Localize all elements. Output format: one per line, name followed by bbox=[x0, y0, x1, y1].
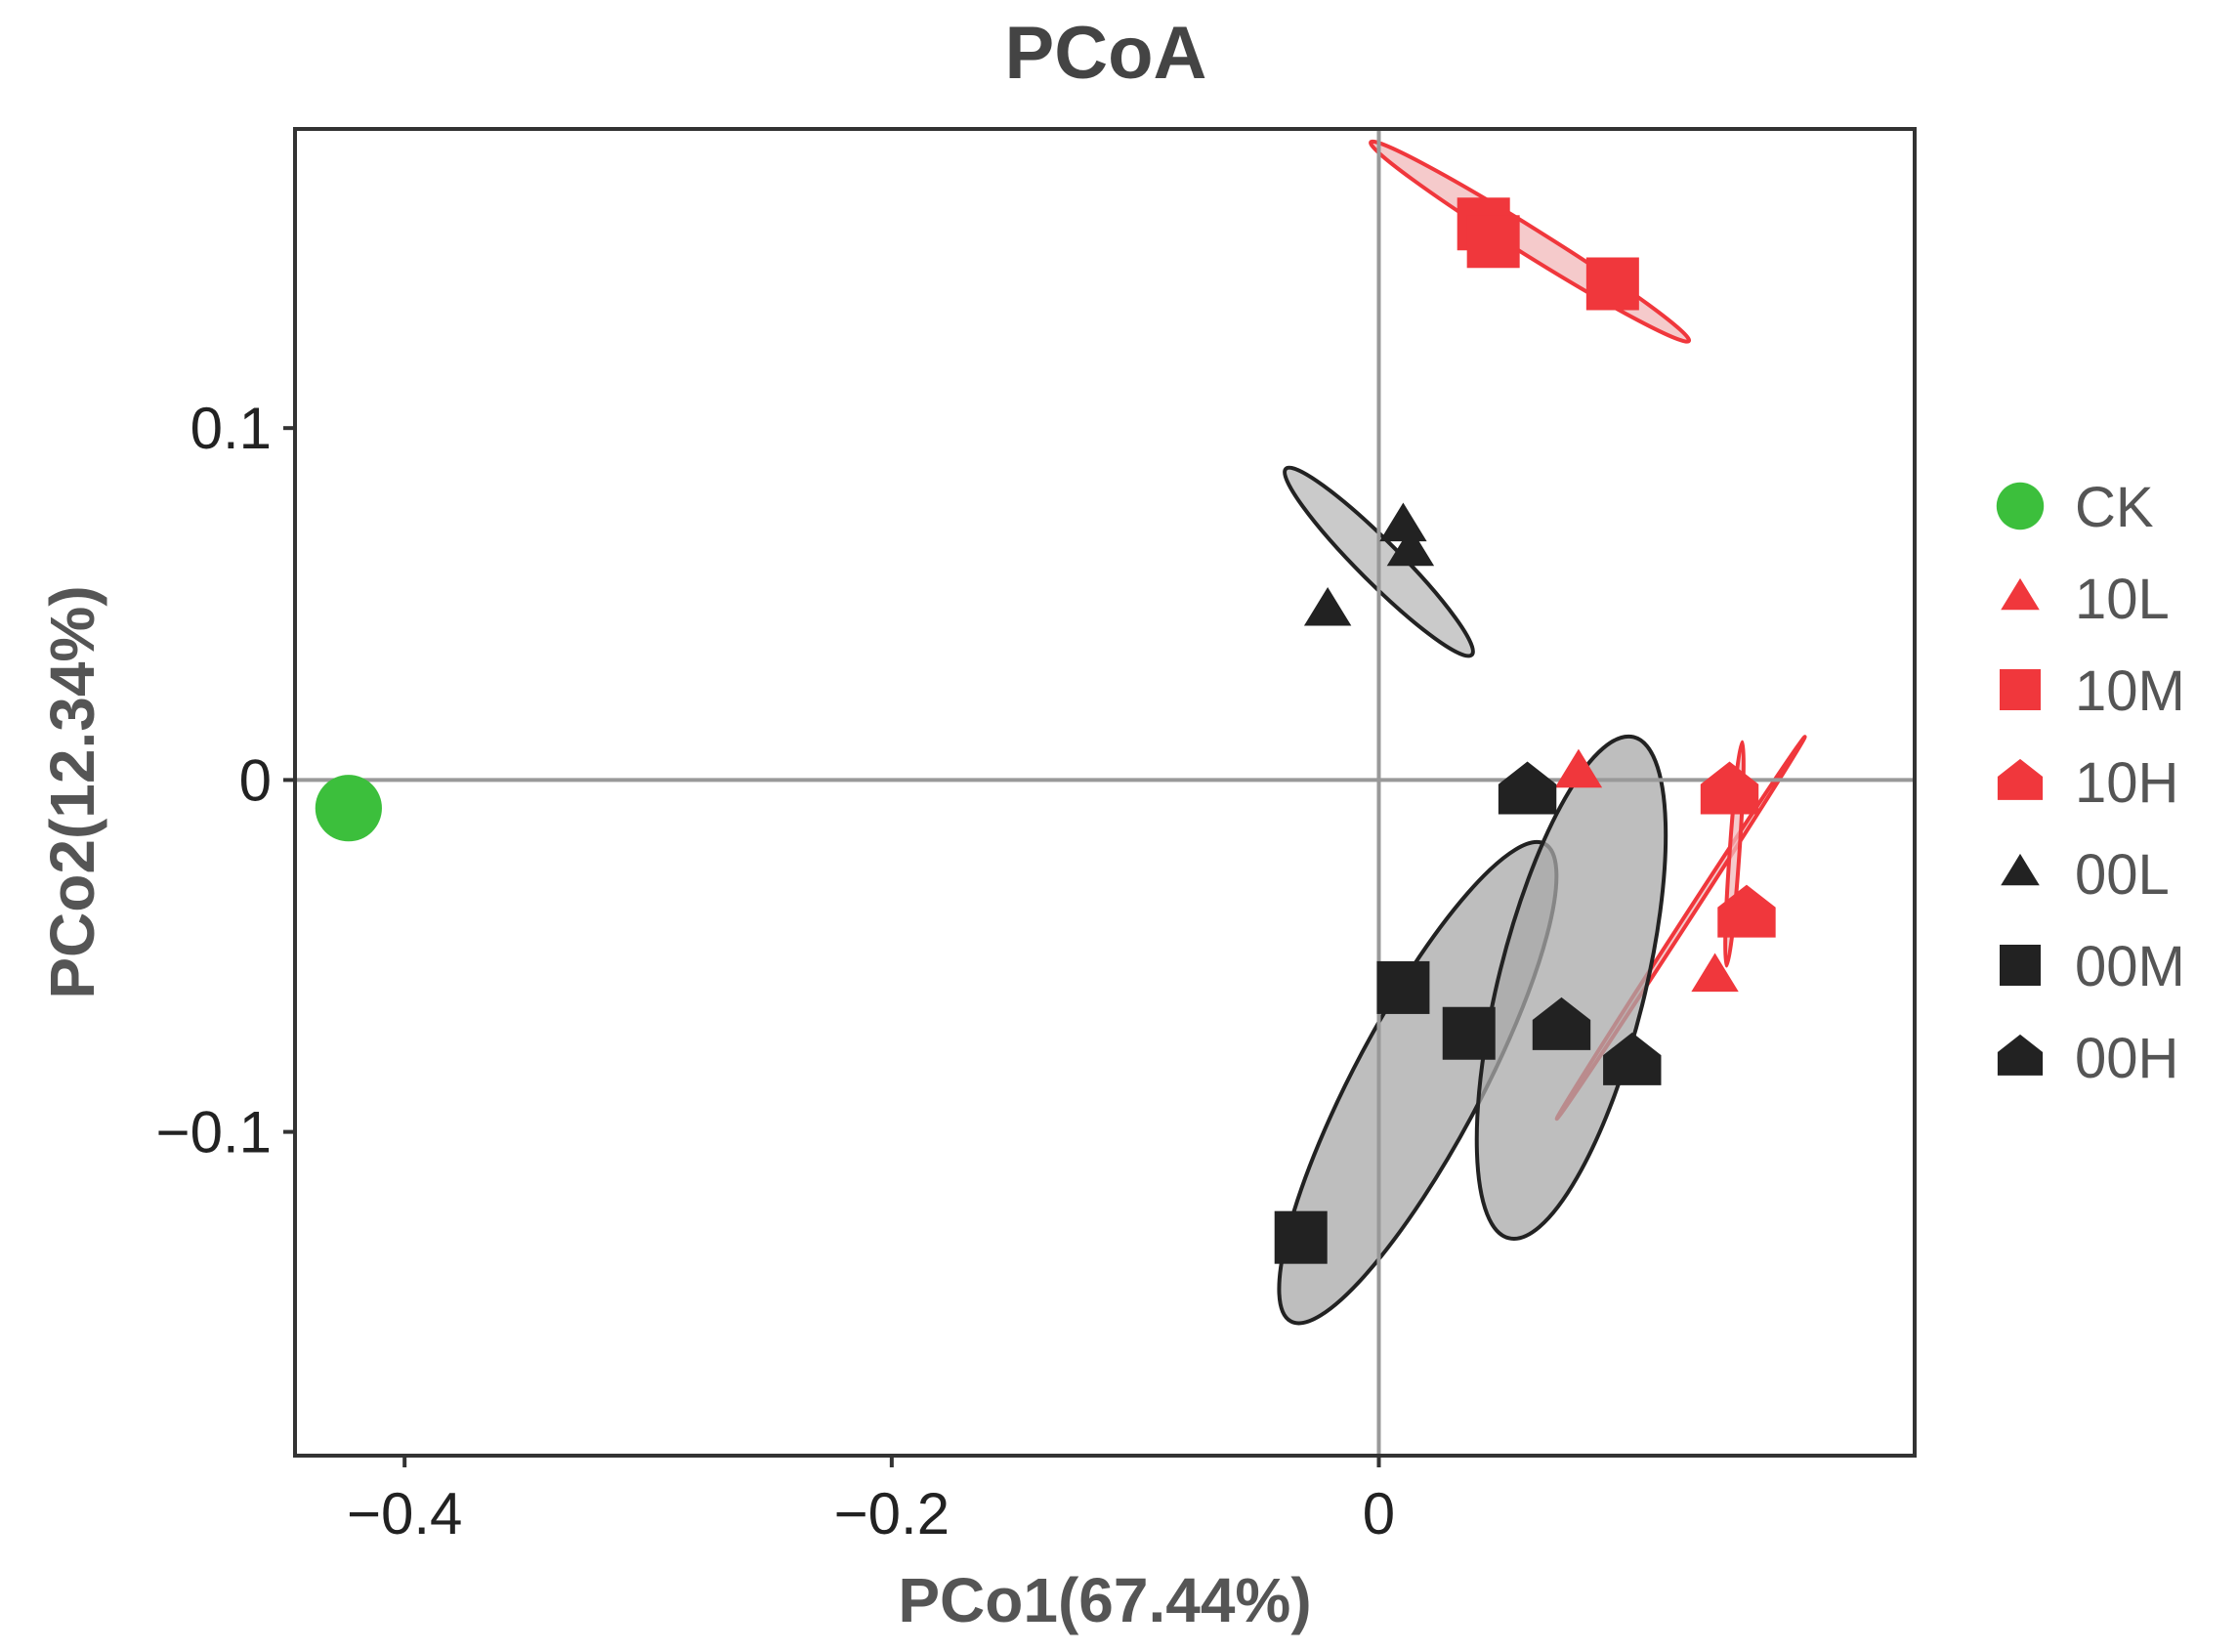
legend-item-10m: 10M bbox=[2000, 659, 2185, 723]
legend-label: 10H bbox=[2075, 751, 2178, 815]
legend-marker-ck bbox=[1996, 482, 2045, 530]
chart-title: PCoA bbox=[1005, 12, 1207, 95]
x-axis-ticks: −0.4 −0.2 0 bbox=[347, 1456, 1395, 1546]
point-00h bbox=[1498, 761, 1557, 815]
point-00m bbox=[1274, 1210, 1328, 1264]
x-tick-label: −0.4 bbox=[347, 1481, 462, 1546]
legend-label: 10L bbox=[2075, 568, 2170, 631]
point-10h bbox=[1700, 761, 1759, 815]
x-tick-label: 0 bbox=[1363, 1481, 1395, 1546]
y-tick-label: 0 bbox=[239, 747, 272, 813]
legend: CK 10L 10M 10H 00L 00M 00H bbox=[1996, 476, 2185, 1090]
point-00l bbox=[1303, 586, 1352, 626]
ellipse-00h bbox=[1474, 734, 1668, 1241]
legend-item-00l: 00L bbox=[2001, 843, 2170, 907]
point-10l bbox=[1691, 953, 1739, 993]
data-points bbox=[315, 197, 1776, 1264]
plot-area bbox=[293, 127, 1917, 1458]
legend-item-ck: CK bbox=[1996, 476, 2154, 539]
point-10h bbox=[1717, 884, 1776, 938]
legend-item-10l: 10L bbox=[2001, 568, 2170, 631]
point-00l bbox=[1379, 502, 1427, 542]
point-00l bbox=[1386, 527, 1435, 567]
y-tick-label: −0.1 bbox=[156, 1100, 272, 1165]
point-00h bbox=[1603, 1032, 1662, 1085]
x-tick-label: −0.2 bbox=[834, 1481, 950, 1546]
legend-label: 10M bbox=[2075, 659, 2185, 723]
legend-label: CK bbox=[2075, 476, 2154, 539]
legend-marker-10l bbox=[2001, 577, 2040, 611]
legend-label: 00M bbox=[2075, 935, 2185, 998]
x-axis-title: PCo1(67.44%) bbox=[898, 1565, 1311, 1635]
point-00m bbox=[1442, 1006, 1496, 1060]
legend-label: 00L bbox=[2075, 843, 2170, 907]
point-10m bbox=[1585, 257, 1639, 311]
reference-lines bbox=[295, 129, 1915, 1456]
point-10l bbox=[1554, 748, 1603, 788]
y-tick-label: 0.1 bbox=[190, 396, 272, 461]
legend-item-10h: 10H bbox=[1997, 751, 2178, 815]
y-axis-title: PCo2(12.34%) bbox=[37, 585, 107, 998]
point-ck bbox=[315, 775, 382, 842]
legend-marker-00m bbox=[2000, 945, 2041, 986]
legend-item-00m: 00M bbox=[2000, 935, 2185, 998]
y-axis-ticks: 0.1 0 −0.1 bbox=[156, 396, 295, 1165]
legend-marker-00l bbox=[2001, 853, 2040, 886]
legend-marker-10m bbox=[2000, 669, 2041, 710]
legend-label: 00H bbox=[2075, 1027, 2178, 1090]
point-00h bbox=[1532, 996, 1591, 1050]
legend-item-00h: 00H bbox=[1997, 1027, 2178, 1090]
legend-marker-00h bbox=[1997, 1034, 2044, 1076]
legend-marker-10h bbox=[1997, 758, 2044, 800]
plot-border bbox=[293, 127, 1917, 1458]
point-10m bbox=[1466, 215, 1520, 269]
point-00m bbox=[1376, 960, 1430, 1014]
